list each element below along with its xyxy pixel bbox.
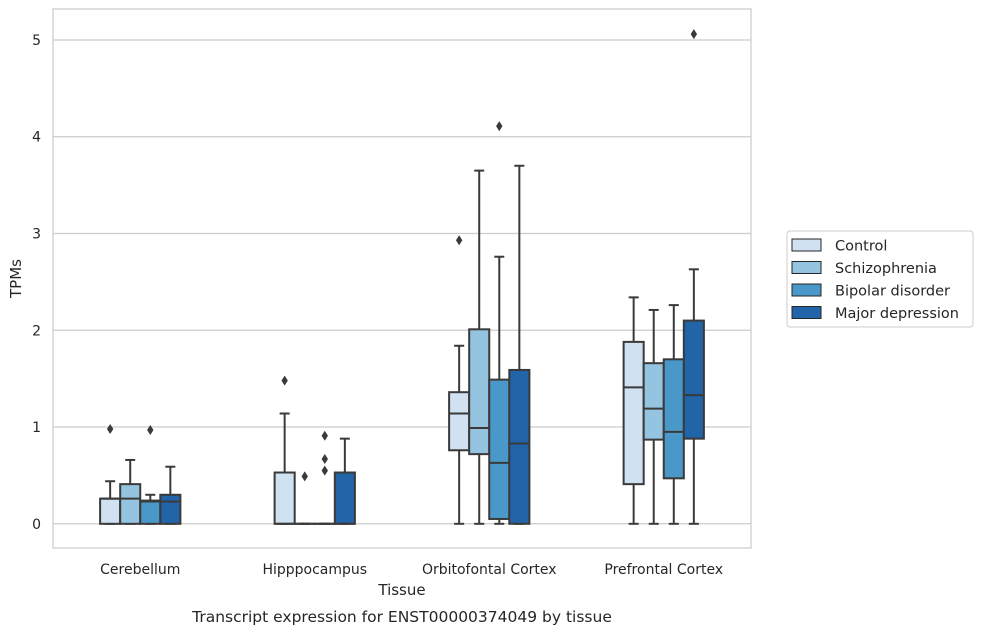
box-3-series-3 (488, 121, 511, 525)
y-tick-label-4: 4 (32, 130, 41, 146)
legend-swatch-3 (791, 283, 822, 297)
box-body (139, 499, 162, 525)
axis-ticks: 0 1 2 3 4 5 Cerebellum Hipppocampus Orbitofontal… (32, 33, 723, 578)
outlier-point (321, 453, 328, 464)
x-tick-label-2: Hipppocampus (262, 562, 367, 578)
legend-label-2: Schizophrenia (835, 261, 937, 277)
box-2-series-3 (313, 430, 336, 525)
box-1-series-3 (139, 424, 162, 525)
box-body (273, 471, 296, 525)
box-body (468, 328, 491, 456)
box-body (333, 471, 356, 525)
legend-frame (786, 230, 974, 328)
legend-swatch-2 (791, 261, 822, 274)
y-tick-label-3: 3 (32, 227, 41, 243)
box-4-series-2 (642, 308, 665, 525)
legend-label-3: Bipolar disorder (835, 284, 950, 300)
box-4-series-3 (662, 304, 685, 525)
y-tick-label-1: 1 (32, 420, 41, 436)
box-1-series-4 (159, 465, 182, 525)
outlier-point (301, 471, 308, 482)
y-tick-label-0: 0 (32, 517, 41, 533)
x-tick-label-4: Prefrontal Cortex (604, 562, 723, 578)
outlier-point (281, 375, 288, 386)
outlier-point (455, 235, 463, 246)
box-2-series-4 (333, 437, 356, 525)
outlier-point (321, 465, 328, 476)
legend-label-4: Major depression (835, 306, 959, 322)
box-3-series-2 (468, 169, 491, 525)
box-2-series-1 (273, 375, 296, 525)
y-axis-title: TPMs (7, 259, 25, 299)
box-body (622, 340, 645, 486)
outlier-point (147, 424, 154, 435)
box-1-series-2 (119, 458, 142, 525)
legend-swatch-1 (791, 238, 822, 252)
box-body (508, 368, 531, 525)
box-3-series-1 (448, 235, 471, 525)
outlier-point (690, 29, 698, 40)
box-body (159, 493, 182, 525)
box-body (488, 378, 511, 520)
box-3-series-4 (508, 164, 531, 525)
legend: Control Schizophrenia Bipolar disorder Majo… (786, 230, 974, 328)
box-body (642, 362, 665, 441)
box-2-series-2 (293, 471, 316, 525)
plot-frame (52, 8, 752, 549)
gridlines (53, 39, 751, 525)
box-body (448, 391, 471, 452)
x-tick-label-3: Orbitofontal Cortex (422, 562, 557, 578)
box-1-series-1 (99, 423, 122, 525)
y-tick-label-2: 2 (32, 323, 41, 339)
x-axis-title: Tissue (377, 581, 425, 599)
legend-swatch-4 (791, 306, 822, 319)
box-4-series-4 (682, 29, 705, 525)
box-body (119, 483, 142, 525)
legend-label-1: Control (835, 239, 887, 255)
outlier-point (106, 423, 114, 434)
chart-caption: Transcript expression for ENST0000037404… (191, 608, 612, 626)
outlier-point (496, 121, 503, 132)
box-4-series-1 (622, 296, 645, 525)
box-plot-area (99, 29, 705, 525)
box-body (682, 319, 705, 440)
box-body (662, 358, 685, 480)
box-body (99, 497, 122, 525)
y-tick-label-5: 5 (32, 33, 41, 49)
x-tick-label-1: Cerebellum (100, 562, 180, 578)
outlier-point (321, 430, 328, 441)
